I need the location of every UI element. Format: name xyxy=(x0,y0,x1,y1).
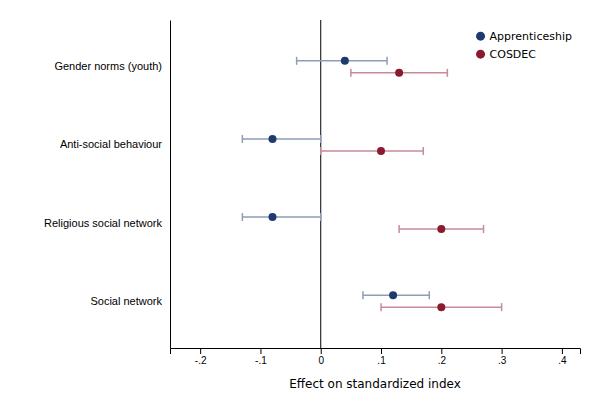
marks xyxy=(242,20,501,348)
legend-label: Apprenticeship xyxy=(490,30,572,43)
legend-label: COSDEC xyxy=(490,48,537,61)
error-cap xyxy=(320,147,322,155)
error-cap xyxy=(362,291,364,299)
x-tick-mark xyxy=(321,348,322,354)
error-cap xyxy=(501,303,503,311)
y-tick: Gender norms (youth) xyxy=(54,60,162,72)
y-tick-label: Religious social network xyxy=(44,217,162,229)
error-cap xyxy=(380,303,382,311)
x-tick-label: -.1 xyxy=(255,355,267,366)
series xyxy=(242,57,429,299)
x-axis-title: Effect on standardized index xyxy=(289,377,461,391)
legend-marker xyxy=(476,32,485,41)
series xyxy=(321,69,502,311)
error-cap xyxy=(320,135,322,143)
error-cap xyxy=(296,57,298,65)
y-tick: Social network xyxy=(90,295,162,307)
y-axis-line xyxy=(170,21,171,349)
x-axis: -.2 -.1 0 .1 .2 .3 .4 xyxy=(171,348,581,366)
error-cap xyxy=(350,69,352,77)
error-cap xyxy=(447,69,449,77)
point xyxy=(269,213,277,221)
x-tick-label: .2 xyxy=(438,355,447,366)
y-tick-label: Anti-social behaviour xyxy=(60,138,162,150)
x-tick: -.2 xyxy=(195,348,207,366)
plot: -.2 -.1 0 .1 .2 .3 .4 Gender norms (youth) Anti-… xyxy=(44,20,581,366)
error-cap xyxy=(242,135,244,143)
x-tick-label: .3 xyxy=(498,355,507,366)
error-bar xyxy=(321,150,424,152)
x-tick-mark xyxy=(200,348,201,354)
legend-item: COSDEC xyxy=(476,48,536,61)
y-tick-label: Gender norms (youth) xyxy=(54,60,162,72)
x-tick-label: .4 xyxy=(558,355,567,366)
legend-item: Apprenticeship xyxy=(476,30,572,43)
x-tick-mark xyxy=(441,348,442,354)
error-cap xyxy=(422,147,424,155)
x-tick: .4 xyxy=(558,348,567,366)
point xyxy=(395,69,403,77)
x-tick-label: -.2 xyxy=(195,355,207,366)
legend-marker xyxy=(476,50,485,59)
legend: Apprenticeship COSDEC xyxy=(476,30,572,61)
point xyxy=(389,291,397,299)
x-tick: .1 xyxy=(377,348,386,366)
error-cap xyxy=(386,57,388,65)
x-tick-mark xyxy=(381,348,382,354)
error-cap xyxy=(320,213,322,221)
x-tick-mark xyxy=(260,348,261,354)
error-cap xyxy=(242,213,244,221)
y-tick-label: Social network xyxy=(90,295,162,307)
error-bar xyxy=(242,216,320,218)
x-tick: -.1 xyxy=(255,348,267,366)
error-cap xyxy=(398,225,400,233)
x-tick: .3 xyxy=(498,348,507,366)
y-tick: Religious social network xyxy=(44,217,162,229)
y-tick: Anti-social behaviour xyxy=(60,138,162,150)
x-tick: .2 xyxy=(438,348,447,366)
error-bar xyxy=(242,138,320,140)
x-axis-line xyxy=(171,349,581,355)
chart: -.2 -.1 0 .1 .2 .3 .4 Gender norms (youth) Anti-… xyxy=(0,0,600,400)
error-cap xyxy=(483,225,485,233)
point xyxy=(437,225,445,233)
x-tick-label: .1 xyxy=(377,355,386,366)
error-cap xyxy=(429,291,431,299)
point xyxy=(437,303,445,311)
reference-line xyxy=(320,20,321,348)
point xyxy=(341,57,349,65)
x-tick-mark xyxy=(562,348,563,354)
point xyxy=(377,147,385,155)
x-tick-mark xyxy=(502,348,503,354)
x-tick-label: 0 xyxy=(318,355,324,366)
point xyxy=(269,135,277,143)
y-axis: Gender norms (youth) Anti-social behaviou… xyxy=(44,21,171,349)
x-tick: 0 xyxy=(318,348,324,366)
